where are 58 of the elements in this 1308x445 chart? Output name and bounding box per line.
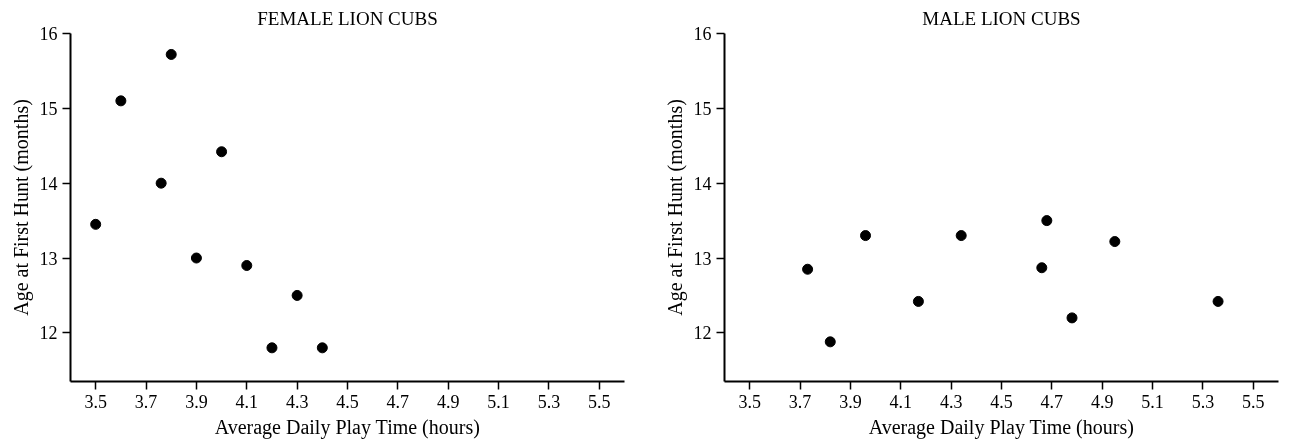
- point: [1212, 295, 1224, 307]
- point: [316, 342, 328, 354]
- point: [266, 342, 278, 354]
- x-tick-label: 5.1: [487, 391, 510, 412]
- x-tick-label: 5.3: [537, 391, 561, 412]
- point: [241, 260, 253, 271]
- x-tick-label: 4.1: [889, 391, 913, 412]
- point: [291, 289, 303, 301]
- x-tick-label: 5.1: [1141, 391, 1164, 412]
- x-tick-label: 3.9: [839, 391, 862, 412]
- x-tick-label: 3.9: [185, 391, 208, 412]
- x-tick-label: 4.3: [285, 391, 309, 412]
- x-tick-label: 5.5: [588, 391, 611, 412]
- y-axis-title: Age at First Hunt (months): [663, 99, 687, 316]
- x-tick-label: 4.5: [336, 391, 359, 412]
- point: [1109, 236, 1121, 248]
- x-tick-label: 3.7: [134, 391, 158, 412]
- x-tick-label: 3.5: [84, 391, 107, 412]
- y-tick-label: 16: [39, 24, 58, 44]
- y-tick-label: 12: [39, 323, 58, 344]
- x-tick-label: 3.5: [738, 391, 761, 412]
- y-tick-label: 16: [693, 24, 712, 44]
- point: [155, 177, 167, 189]
- chart-title: MALE LION CUBS: [922, 7, 1081, 29]
- point: [90, 218, 102, 230]
- point: [216, 146, 228, 158]
- x-tick-label: 4.9: [436, 391, 460, 412]
- point: [912, 295, 924, 307]
- y-tick-label: 12: [693, 323, 712, 344]
- y-tick-label: 14: [39, 173, 58, 194]
- point: [824, 336, 836, 348]
- x-tick-label: 5.3: [1191, 391, 1215, 412]
- point: [802, 263, 814, 275]
- x-tick-label: 5.5: [1242, 391, 1265, 412]
- x-axis-title: Average Daily Play Time (hours): [868, 415, 1134, 439]
- x-axis-title: Average Daily Play Time (hours): [214, 415, 480, 439]
- x-tick-label: 4.7: [1040, 391, 1064, 412]
- point: [955, 230, 967, 242]
- y-tick-label: 15: [693, 98, 712, 119]
- chart-title: FEMALE LION CUBS: [257, 7, 438, 29]
- y-tick-label: 14: [693, 173, 712, 194]
- x-tick-label: 4.7: [386, 391, 410, 412]
- point: [165, 48, 177, 60]
- x-tick-label: 3.7: [788, 391, 812, 412]
- y-tick-label: 13: [693, 248, 712, 269]
- point: [190, 252, 202, 264]
- point: [860, 230, 872, 242]
- x-tick-label: 4.9: [1090, 391, 1114, 412]
- x-tick-label: 4.1: [235, 391, 259, 412]
- y-axis-title: Age at First Hunt (months): [9, 99, 33, 316]
- x-tick-label: 4.3: [939, 391, 963, 412]
- point: [1036, 262, 1048, 274]
- point: [1066, 312, 1078, 324]
- y-tick-label: 13: [39, 248, 58, 269]
- point: [1041, 215, 1053, 227]
- point: [115, 95, 127, 107]
- x-tick-label: 4.5: [990, 391, 1013, 412]
- y-tick-label: 15: [39, 98, 58, 119]
